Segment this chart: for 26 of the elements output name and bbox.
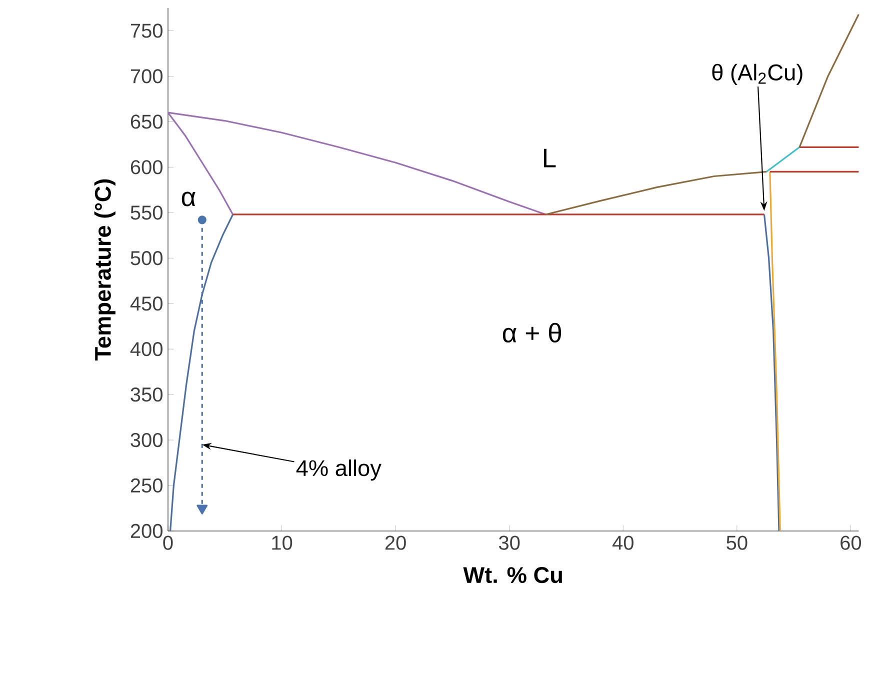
x-tick-label: 30 bbox=[498, 536, 520, 550]
annotation: α + θ bbox=[502, 322, 562, 342]
annotation: θ (Al$_{2}$Cu) bbox=[712, 64, 802, 85]
y-tick-label: 400 bbox=[130, 342, 162, 356]
annotation: L bbox=[544, 148, 556, 168]
y-tick-label: 500 bbox=[130, 251, 162, 266]
y-tick-label: 650 bbox=[130, 114, 162, 129]
x-tick-label: 0 bbox=[163, 536, 173, 550]
x-axis-title: Wt. % Cu bbox=[463, 567, 562, 584]
x-tick-label: 60 bbox=[840, 536, 862, 550]
y-tick-label: 300 bbox=[130, 432, 162, 448]
y-tick-label: 700 bbox=[130, 69, 162, 84]
y-tick-label: 250 bbox=[130, 478, 162, 493]
y-tick-label: 450 bbox=[130, 296, 162, 311]
x-tick-label: 40 bbox=[612, 536, 634, 550]
x-tick-label: 10 bbox=[272, 536, 292, 550]
y-axis-title: Temperature (°C) bbox=[94, 179, 116, 360]
y-tick-label: 550 bbox=[130, 206, 162, 220]
y-tick-label: 200 bbox=[130, 524, 162, 538]
y-tick-label: 350 bbox=[130, 387, 162, 402]
x-tick-label: 50 bbox=[726, 536, 748, 550]
annotation: α bbox=[182, 192, 196, 206]
annotation: 4% alloy bbox=[296, 460, 382, 481]
y-tick-label: 750 bbox=[130, 24, 162, 38]
x-tick-label: 20 bbox=[385, 536, 406, 550]
y-tick-label: 600 bbox=[130, 160, 162, 174]
